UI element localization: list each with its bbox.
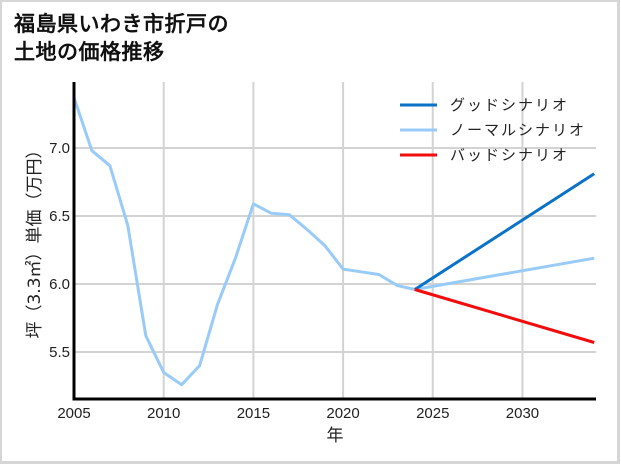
y-tick-label: 7.0 — [49, 140, 70, 157]
legend-label: グッドシナリオ — [450, 96, 569, 114]
chart-title-line-2: 土地の価格推移 — [14, 40, 165, 64]
x-tick-label: 2020 — [326, 405, 359, 422]
axes — [72, 82, 596, 401]
legend-label: ノーマルシナリオ — [450, 121, 586, 139]
x-tick-label: 2010 — [147, 405, 180, 422]
x-tick-label: 2030 — [506, 405, 539, 422]
x-axis-label: 年 — [327, 426, 344, 446]
gridlines — [74, 82, 596, 399]
y-tick-label: 5.5 — [49, 344, 70, 361]
series-line-2 — [414, 288, 595, 344]
chart-title-line-1: 福島県いわき市折戸の — [14, 12, 229, 36]
series-lines — [72, 97, 596, 387]
legend-label: バッドシナリオ — [450, 146, 569, 164]
x-tick-label: 2025 — [416, 405, 449, 422]
x-tick-label: 2005 — [57, 405, 90, 422]
x-tick-label: 2015 — [237, 405, 270, 422]
series-line-1 — [72, 97, 595, 387]
y-tick-label: 6.0 — [49, 276, 70, 293]
y-axis-label: 坪（3.3㎡）単価（万円） — [25, 141, 45, 338]
y-tick-label: 6.5 — [49, 208, 70, 225]
tick-labels: 2005 2010 2015 2020 2025 2030 5.5 6.0 6.5 7.0 — [49, 140, 539, 422]
series-line-0 — [413, 172, 596, 291]
chart-title: 福島県いわき市折戸の 土地の価格推移 — [14, 10, 229, 66]
